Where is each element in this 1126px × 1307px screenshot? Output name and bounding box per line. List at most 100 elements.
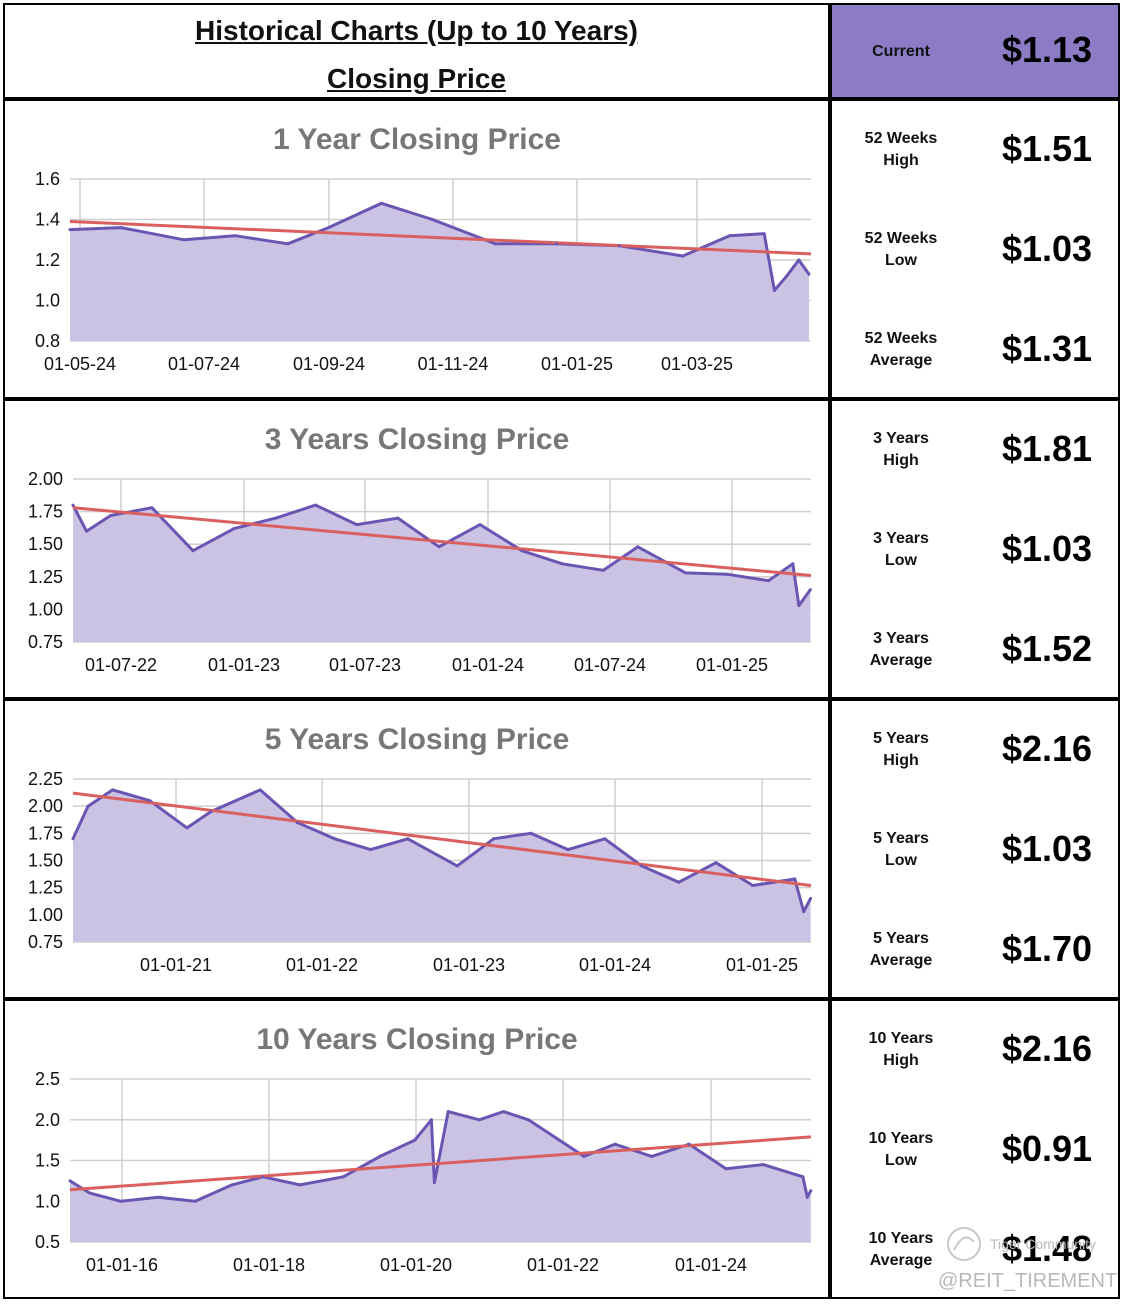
data-point [603,837,607,841]
data-point [109,514,113,517]
y-tick-label: 2.0 [35,1110,60,1130]
y-tick-label: 1.00 [28,905,63,925]
data-point [88,1191,92,1195]
x-tick-label: 01-01-22 [527,1255,599,1275]
data-point [808,588,812,592]
stat-label-average: 10 Years Average [868,1230,934,1269]
stat-value-high: $2.16 [1001,1028,1093,1069]
stat-value-low: $1.03 [1001,528,1093,569]
data-point [601,568,605,572]
y-tick-label: 2.00 [28,796,63,816]
data-point [191,549,195,553]
data-point [369,848,373,852]
data-point [209,810,213,814]
chart-1y: 1 Year Closing Price 1.6 1.4 1.2 1.0 0.8 01-05… [35,123,812,374]
y-tick-label: 1.4 [35,210,60,230]
trend-line [69,1135,812,1192]
data-point [714,861,718,865]
data-point [551,1134,555,1138]
price-area [70,1111,811,1242]
stat-value-average: $1.48 [1001,1228,1093,1269]
data-point [582,1154,586,1158]
stats-panel-5y: 5 Years High $2.16 5 Years Low $1.03 5 Y… [830,699,1120,999]
chart-title: 10 Years Closing Price [256,1023,577,1056]
data-point [432,1181,436,1184]
data-point [751,884,755,887]
y-tick-label: 1.50 [28,534,63,554]
data-point [807,272,811,276]
data-point [429,1118,433,1122]
y-tick-label: 1.75 [28,823,63,843]
stat-label-low: 52 Weeks Low [864,230,938,269]
watermark-logo-icon [947,1227,981,1261]
x-tick-label: 01-07-22 [85,655,157,675]
y-tick-label: 0.5 [35,1232,60,1252]
data-point [492,837,496,841]
closing-price-line [69,201,811,292]
stat-value-low: $0.91 [1001,1128,1093,1169]
data-point [333,837,337,841]
data-point [406,837,410,841]
stat-label-high: 3 Years High [873,430,929,469]
stat-value-average: $1.31 [1001,328,1093,369]
data-point [636,545,640,549]
y-tick-label: 2.25 [28,769,63,789]
data-point [793,877,797,881]
data-point [761,1163,765,1167]
data-point [286,242,290,246]
data-point [677,880,681,884]
data-point [772,288,776,292]
data-point [185,826,189,830]
stat-label-low: 5 Years Low [873,830,929,869]
data-point [446,1110,450,1114]
chart-panel-10y: 10 Years Closing Price 2.5 2.0 1.5 1.0 0.5 01-… [3,999,830,1299]
stat-label-high: 10 Years High [868,1030,934,1069]
data-point [797,604,801,607]
data-point [298,1183,302,1187]
data-point [494,242,497,246]
trend-line [69,220,812,256]
data-point [430,218,434,221]
y-tick-label: 0.75 [28,932,63,952]
data-point [396,516,400,520]
data-point [618,244,622,248]
stat-label-high: 5 Years High [873,730,929,769]
data-point [767,579,770,583]
stat-label-low: 3 Years Low [873,530,929,569]
data-point [560,562,564,566]
data-point [378,1154,382,1158]
x-tick-label: 01-01-20 [380,1255,452,1275]
chart-title: 1 Year Closing Price [273,123,561,156]
data-point [295,821,299,824]
data-point [526,1118,530,1122]
y-tick-label: 1.0 [35,291,60,311]
x-tick-label: 01-01-16 [86,1255,158,1275]
price-area [73,789,811,942]
y-tick-label: 2.5 [35,1069,60,1089]
y-tick-label: 1.00 [28,599,63,619]
data-point [809,897,813,900]
x-tick-label: 01-05-24 [44,354,116,374]
data-point [502,1110,506,1114]
y-tick-label: 1.2 [35,250,60,270]
data-point [150,506,154,510]
stat-value-low: $1.03 [1001,828,1093,869]
data-point [156,1195,160,1199]
data-point [684,571,688,575]
chart-title: 5 Years Closing Price [265,723,570,756]
stats-panel-1y: 52 Weeks High $1.51 52 Weeks Low $1.03 5… [830,99,1120,399]
x-tick-label: 01-01-25 [541,354,613,374]
data-point [413,1138,417,1142]
data-point [71,503,75,507]
stat-label-average: 3 Years Average [869,630,933,669]
x-tick-label: 01-01-23 [433,955,505,975]
stats-panel-3y: 3 Years High $1.81 3 Years Low $1.03 3 Y… [830,399,1120,699]
y-tick-label: 1.25 [28,878,63,898]
data-point [71,837,75,841]
stat-value-average: $1.52 [1001,628,1093,669]
x-tick-label: 01-01-25 [726,955,798,975]
watermark-text-top: Tiger Community [990,1236,1097,1252]
data-point [650,1154,654,1158]
x-tick-label: 01-01-23 [208,655,280,675]
data-point [314,503,318,507]
